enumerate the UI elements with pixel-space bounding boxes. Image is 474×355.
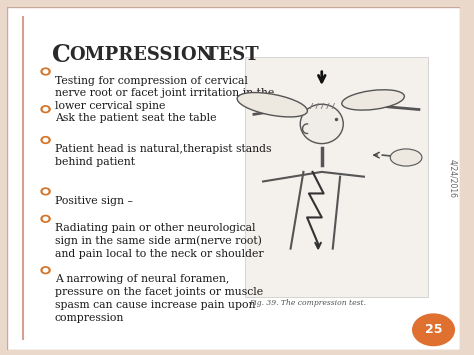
FancyBboxPatch shape [245, 57, 428, 296]
Circle shape [41, 137, 50, 143]
Text: Radiating pain or other neurological
sign in the same side arm(nerve root)
and p: Radiating pain or other neurological sig… [55, 223, 263, 259]
Text: 25: 25 [425, 323, 442, 336]
Text: Patient head is natural,therapist stands
behind patient: Patient head is natural,therapist stands… [55, 144, 271, 167]
Circle shape [43, 217, 48, 220]
Circle shape [41, 188, 50, 195]
Circle shape [43, 108, 48, 111]
Text: C: C [52, 43, 71, 67]
Circle shape [43, 190, 48, 193]
Text: TEST: TEST [199, 46, 258, 64]
Ellipse shape [390, 149, 422, 166]
Circle shape [41, 68, 50, 75]
Circle shape [41, 267, 50, 274]
FancyBboxPatch shape [7, 7, 460, 350]
Circle shape [41, 106, 50, 113]
Circle shape [43, 138, 48, 142]
Text: A narrowing of neural foramen,
pressure on the facet joints or muscle
spasm can : A narrowing of neural foramen, pressure … [55, 274, 263, 323]
Text: Ask the patient seat the table: Ask the patient seat the table [55, 113, 216, 123]
Ellipse shape [300, 104, 343, 144]
Text: Testing for compression of cervical
nerve root or facet joint irritation in the
: Testing for compression of cervical nerv… [55, 76, 274, 111]
Circle shape [43, 268, 48, 272]
Text: Positive sign –: Positive sign – [55, 196, 133, 206]
Circle shape [413, 314, 455, 345]
Circle shape [41, 215, 50, 222]
Ellipse shape [342, 90, 404, 110]
Text: 4/24/2016: 4/24/2016 [448, 159, 457, 198]
Text: Fig. 39. The compression test.: Fig. 39. The compression test. [249, 299, 366, 307]
Circle shape [43, 70, 48, 73]
Text: OMPRESSION: OMPRESSION [70, 46, 214, 64]
Ellipse shape [237, 93, 308, 117]
